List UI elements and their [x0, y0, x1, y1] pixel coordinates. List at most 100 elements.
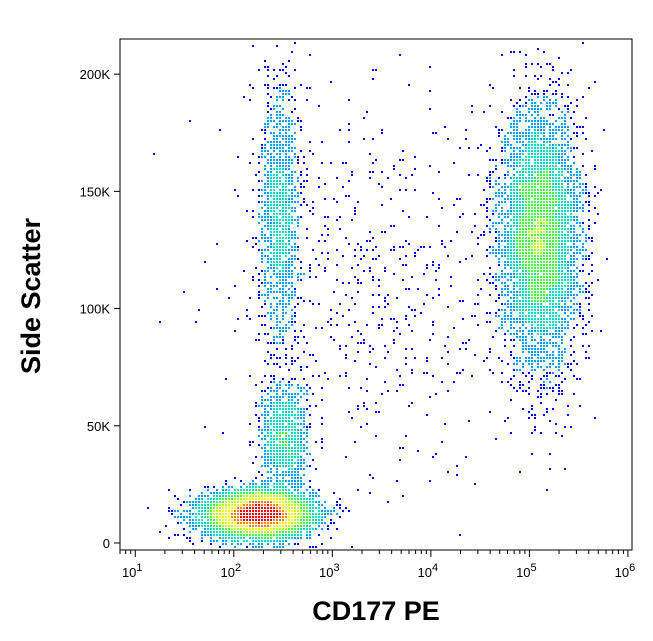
event-dot — [426, 414, 428, 416]
event-dot — [309, 87, 311, 89]
event-dot — [207, 495, 209, 497]
event-dot — [504, 135, 506, 137]
event-dot — [540, 219, 542, 221]
event-dot — [543, 282, 545, 284]
event-dot — [549, 195, 551, 197]
event-dot — [504, 186, 506, 188]
event-dot — [225, 519, 227, 521]
event-dot — [297, 441, 299, 443]
event-dot — [297, 201, 299, 203]
event-dot — [201, 540, 203, 542]
event-dot — [213, 534, 215, 536]
event-dot — [297, 501, 299, 503]
event-dot — [540, 228, 542, 230]
event-dot — [531, 123, 533, 125]
event-dot — [339, 216, 341, 218]
event-dot — [264, 456, 266, 458]
event-dot — [261, 537, 263, 539]
event-dot — [369, 153, 371, 155]
event-dot — [297, 417, 299, 419]
event-dot — [297, 432, 299, 434]
event-dot — [543, 315, 545, 317]
event-dot — [261, 258, 263, 260]
event-dot — [549, 372, 551, 374]
event-dot — [582, 345, 584, 347]
event-dot — [297, 195, 299, 197]
event-dot — [531, 288, 533, 290]
event-dot — [567, 273, 569, 275]
event-dot — [267, 411, 269, 413]
event-dot — [561, 243, 563, 245]
event-dot — [285, 348, 287, 350]
event-dot — [564, 378, 566, 380]
event-dot — [513, 159, 515, 161]
event-dot — [543, 414, 545, 416]
event-dot — [549, 453, 551, 455]
event-dot — [552, 195, 554, 197]
event-dot — [264, 84, 266, 86]
event-dot — [576, 186, 578, 188]
event-dot — [309, 516, 311, 518]
event-dot — [249, 492, 251, 494]
event-dot — [537, 288, 539, 290]
event-dot — [573, 201, 575, 203]
event-dot — [552, 336, 554, 338]
event-dot — [513, 183, 515, 185]
event-dot — [252, 276, 254, 278]
event-dot — [336, 201, 338, 203]
event-dot — [207, 507, 209, 509]
event-dot — [498, 216, 500, 218]
event-dot — [291, 453, 293, 455]
event-dot — [234, 534, 236, 536]
event-dot — [531, 225, 533, 227]
event-dot — [537, 297, 539, 299]
event-dot — [270, 207, 272, 209]
event-dot — [207, 504, 209, 506]
event-dot — [288, 492, 290, 494]
event-dot — [582, 318, 584, 320]
event-dot — [519, 471, 521, 473]
event-dot — [294, 360, 296, 362]
event-dot — [261, 438, 263, 440]
event-dot — [216, 243, 218, 245]
event-dot — [501, 150, 503, 152]
event-dot — [291, 294, 293, 296]
event-dot — [537, 294, 539, 296]
event-dot — [282, 540, 284, 542]
event-dot — [276, 201, 278, 203]
event-dot — [348, 324, 350, 326]
event-dot — [336, 312, 338, 314]
event-dot — [552, 129, 554, 131]
event-dot — [228, 495, 230, 497]
event-dot — [294, 255, 296, 257]
event-dot — [201, 504, 203, 506]
event-dot — [291, 246, 293, 248]
event-dot — [312, 528, 314, 530]
event-dot — [471, 231, 473, 233]
event-dot — [528, 231, 530, 233]
event-dot — [585, 186, 587, 188]
event-dot — [258, 339, 260, 341]
event-dot — [297, 483, 299, 485]
event-dot — [546, 192, 548, 194]
event-dot — [552, 288, 554, 290]
event-dot — [267, 288, 269, 290]
event-dot — [465, 138, 467, 140]
event-dot — [537, 306, 539, 308]
event-dot — [279, 483, 281, 485]
event-dot — [390, 198, 392, 200]
event-dot — [573, 351, 575, 353]
event-dot — [399, 258, 401, 260]
event-dot — [504, 288, 506, 290]
event-dot — [285, 501, 287, 503]
event-dot — [540, 210, 542, 212]
event-dot — [288, 504, 290, 506]
event-dot — [522, 195, 524, 197]
event-dot — [534, 354, 536, 356]
event-dot — [564, 252, 566, 254]
event-dot — [501, 222, 503, 224]
event-dot — [384, 270, 386, 272]
event-dot — [288, 183, 290, 185]
event-dot — [552, 345, 554, 347]
event-dot — [453, 162, 455, 164]
